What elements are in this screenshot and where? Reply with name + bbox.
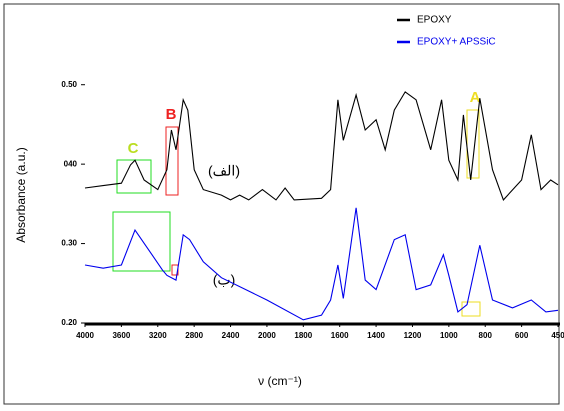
- y-tick-label: 0.20: [61, 318, 77, 327]
- x-tick-label: 450: [551, 331, 564, 340]
- annotation: (الف): [208, 163, 240, 179]
- x-tick-label: 3200: [149, 331, 167, 340]
- y-axis-label: Absorbance (a.u.): [14, 147, 28, 242]
- x-tick-label: 800: [479, 331, 493, 340]
- x-axis-label: ν (cm⁻¹): [258, 374, 302, 388]
- series-line: [84, 207, 559, 321]
- x-tick-label: 1000: [440, 331, 458, 340]
- frame: [3, 3, 560, 405]
- box-b1: [165, 126, 179, 196]
- annotation: A: [470, 89, 481, 106]
- y-tick-label: 0.50: [61, 80, 77, 89]
- x-tick-label: 1800: [294, 331, 312, 340]
- x-tick-label: 3600: [112, 331, 130, 340]
- y-tick-label: 040: [64, 159, 78, 168]
- annotation: C: [128, 140, 139, 157]
- x-tick-label: 2400: [222, 331, 240, 340]
- x-tick-label: 2000: [258, 331, 276, 340]
- x-tick-label: 1600: [331, 331, 349, 340]
- x-tick-label: 1200: [404, 331, 422, 340]
- series-line: [84, 91, 559, 201]
- legend-label: EPOXY: [417, 15, 452, 26]
- x-tick-label: 4000: [76, 331, 94, 340]
- x-tick-label: 2800: [185, 331, 203, 340]
- y-tick-label: 0.30: [61, 239, 77, 248]
- x-tick-label: 1400: [367, 331, 385, 340]
- box-c1: [116, 159, 152, 194]
- annotation: (ب): [213, 272, 236, 288]
- box-c2: [112, 211, 171, 272]
- box-a2: [461, 301, 481, 317]
- legend-label: EPOXY+ APSSiC: [417, 37, 496, 48]
- x-tick-label: 600: [515, 331, 529, 340]
- annotation: B: [166, 106, 177, 123]
